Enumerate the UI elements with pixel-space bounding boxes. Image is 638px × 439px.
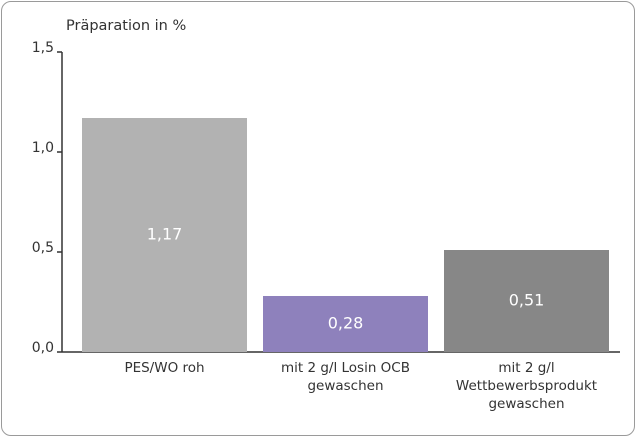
y-tick-label: 0,0	[32, 340, 54, 356]
y-tick-label: 1,0	[32, 140, 54, 156]
bar-value-label: 1,17	[147, 225, 183, 244]
bar-value-label: 0,51	[509, 291, 545, 310]
bar	[444, 250, 609, 352]
x-tick-label: mit 2 g/l Wettbewerbsprodukt gewaschen	[455, 360, 598, 412]
chart-title: Präparation in %	[66, 18, 186, 34]
x-tick-label: PES/WO roh	[124, 360, 205, 376]
y-tick-label: 1,5	[32, 40, 54, 56]
x-tick-label: mit 2 g/l Losin OCB gewaschen	[280, 360, 410, 394]
y-tick-label: 0,5	[32, 240, 54, 256]
bar-value-label: 0,28	[328, 314, 364, 333]
bar	[82, 118, 247, 352]
bar	[263, 296, 428, 352]
